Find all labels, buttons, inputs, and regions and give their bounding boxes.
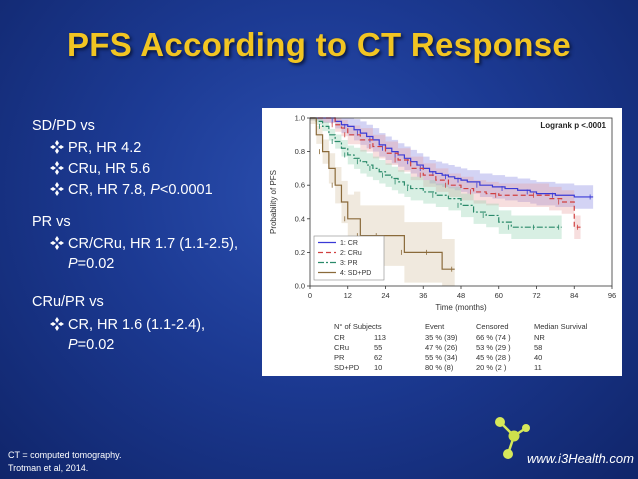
legend-label: 4: SD+PD — [340, 270, 371, 277]
x-tick-label: 0 — [308, 291, 312, 300]
diamond-bullet-icon — [50, 317, 64, 331]
km-chart-svg: 0 12 24 36 48 60 72 84 96 0.0 0.2 0.4 0.6 0.8 1.0 Time … — [269, 114, 616, 373]
risk-table-n: 10 — [374, 363, 382, 372]
footnote-ct: CT = computed tomography. — [8, 450, 122, 460]
risk-table-header: Event — [425, 322, 445, 331]
risk-table-median: NR — [534, 333, 545, 342]
bullet-text-pre: CR, HR 7.8, — [68, 182, 151, 198]
risk-table-group: CR — [334, 333, 345, 342]
x-tick-label: 72 — [532, 291, 540, 300]
risk-table-event: 55 % (34) — [425, 353, 458, 362]
risk-table-median: 11 — [534, 363, 542, 372]
bullet-text: PR, HR 4.2 — [68, 140, 142, 156]
diamond-bullet-icon — [50, 161, 64, 175]
p-value: =0.02 — [77, 256, 115, 272]
diamond-bullet-icon — [50, 182, 64, 196]
risk-table-group: CRu — [334, 343, 349, 352]
x-axis-label: Time (months) — [435, 303, 487, 312]
series-line — [310, 117, 562, 228]
confidence-band — [310, 118, 562, 239]
risk-table-median: 58 — [534, 343, 542, 352]
x-tick-label: 24 — [381, 291, 389, 300]
bullet-heading-pr: PR vs — [32, 214, 71, 230]
y-tick-label: 0.6 — [295, 181, 305, 190]
risk-table-censored: 66 % (74 ) — [476, 333, 511, 342]
x-tick-label: 96 — [608, 291, 616, 300]
confidence-band — [310, 118, 594, 209]
logo-text: www.i3Health.com — [527, 451, 634, 466]
legend-label: 2: CRu — [340, 250, 362, 257]
p-italic: P — [150, 182, 160, 198]
legend-label: 3: PR — [340, 260, 358, 267]
x-tick-label: 60 — [495, 291, 503, 300]
risk-table-event: 35 % (39) — [425, 333, 458, 342]
risk-table-n: 55 — [374, 343, 382, 352]
bullet-heading-crupr: CRu/PR vs — [32, 294, 104, 310]
logrank-annotation: Logrank p <.0001 — [540, 121, 606, 130]
p-italic: P — [68, 337, 78, 353]
y-tick-label: 1.0 — [295, 114, 305, 123]
risk-table-event: 47 % (26) — [425, 343, 458, 352]
y-tick-label: 0.8 — [295, 147, 305, 156]
risk-table-n: 113 — [374, 333, 386, 342]
risk-table-censored: 53 % (29 ) — [476, 343, 511, 352]
risk-table-event: 80 % (8) — [425, 363, 454, 372]
risk-table-header: Median Survival — [534, 322, 588, 331]
km-chart: 0 12 24 36 48 60 72 84 96 0.0 0.2 0.4 0.6 0.8 1.0 Time … — [262, 108, 622, 376]
bullet-text: CR, HR 1.6 (1.1-2.4), — [68, 317, 205, 333]
risk-table-censored: 20 % (2 ) — [476, 363, 507, 372]
series-line — [310, 117, 455, 270]
risk-table-censored: 45 % (28 ) — [476, 353, 511, 362]
series-line — [310, 117, 581, 228]
bullet-text: CR, HR 7.8, P<0.0001 — [68, 181, 213, 200]
x-tick-label: 36 — [419, 291, 427, 300]
bullet-text: CRu, HR 5.6 — [68, 161, 151, 177]
legend-label: 1: CR — [340, 240, 358, 247]
y-tick-label: 0.4 — [295, 214, 305, 223]
risk-table-group: SD+PD — [334, 363, 360, 372]
bullet-text-post: <0.0001 — [159, 182, 213, 198]
molecule-logo-icon — [495, 417, 530, 459]
risk-table-group: PR — [334, 353, 345, 362]
slide-title: PFS According to CT Response — [66, 26, 572, 63]
y-axis-label: Probability of PFS — [269, 170, 278, 234]
risk-table-n: 62 — [374, 353, 382, 362]
x-tick-label: 84 — [570, 291, 578, 300]
risk-table-median: 40 — [534, 353, 542, 362]
diamond-bullet-icon — [50, 236, 64, 250]
bullet-text: CR/CRu, HR 1.7 (1.1-2.5), — [68, 236, 239, 252]
y-tick-label: 0.2 — [295, 248, 305, 257]
bullet-text-line2: P=0.02 — [68, 255, 114, 274]
footnote-citation: Trotman et al, 2014. — [8, 463, 89, 473]
x-tick-label: 12 — [344, 291, 352, 300]
confidence-band — [310, 118, 455, 286]
risk-table-header: Censored — [476, 322, 509, 331]
risk-table-header: N° of Subjects — [334, 322, 382, 331]
x-tick-label: 48 — [457, 291, 465, 300]
p-italic: P — [68, 256, 78, 272]
diamond-bullet-icon — [50, 140, 64, 154]
y-tick-label: 0.0 — [295, 282, 305, 291]
bullet-text-line2: P=0.02 — [68, 336, 114, 355]
p-value: =0.02 — [77, 337, 115, 353]
bullet-heading-sdpd: SD/PD vs — [32, 118, 95, 134]
